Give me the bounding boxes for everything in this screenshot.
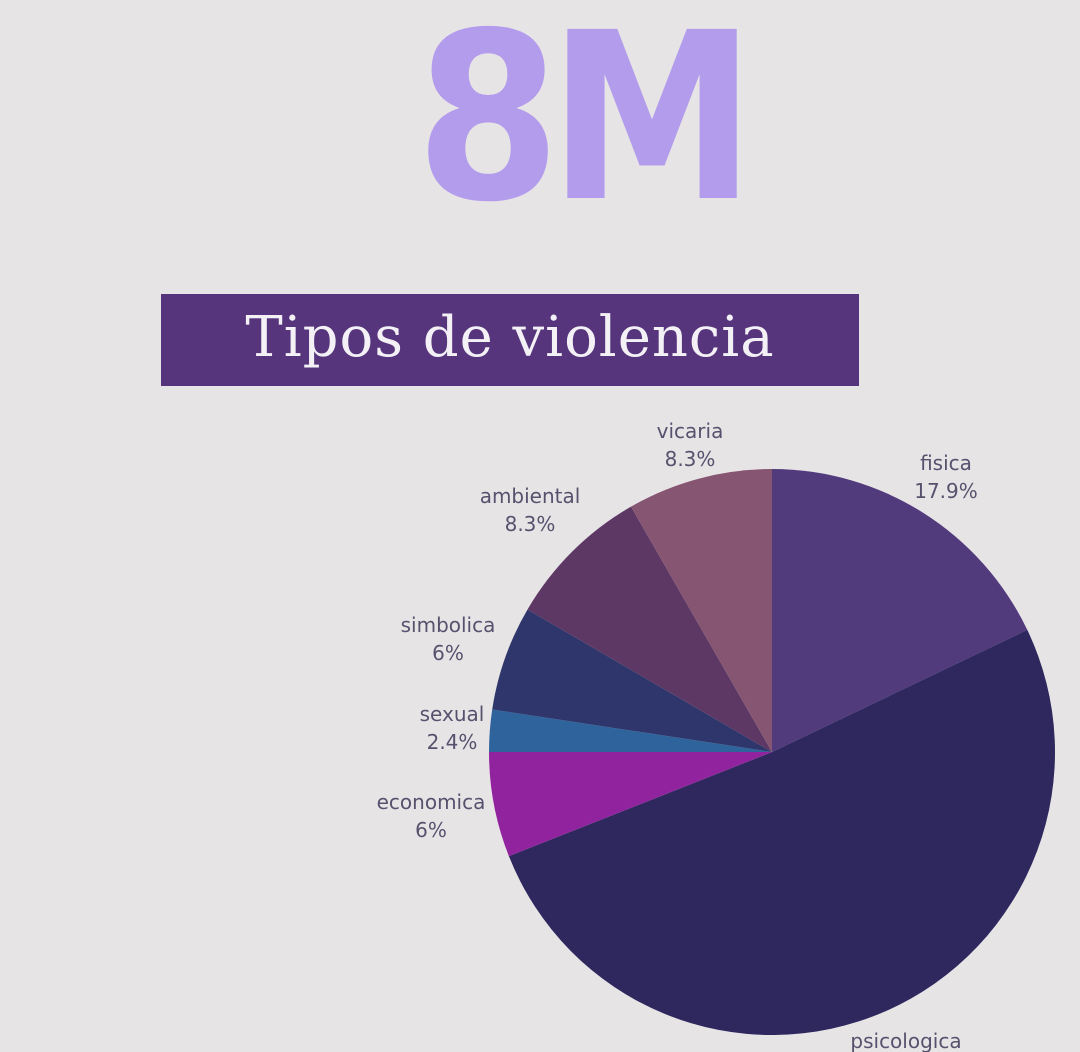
pie-slice-sexual: [489, 709, 772, 752]
slice-percent-sexual: 2.4%: [427, 730, 478, 754]
pie-slice-simbolica: [492, 609, 772, 752]
slice-percent-fisica: 17.9%: [914, 479, 978, 503]
slice-label-economica: economica: [377, 790, 486, 814]
slice-label-sexual: sexual: [420, 702, 485, 726]
title-banner: Tipos de violencia: [161, 294, 859, 386]
slice-percent-ambiental: 8.3%: [505, 512, 556, 536]
slice-label-vicaria: vicaria: [657, 419, 724, 443]
slice-label-ambiental: ambiental: [480, 484, 581, 508]
slice-label-psicologica: psicologica: [850, 1029, 961, 1052]
pie-slice-ambiental: [527, 506, 772, 752]
pie-slice-fisica: [772, 469, 1028, 752]
slice-percent-simbolica: 6%: [432, 641, 464, 665]
slice-percent-economica: 6%: [415, 818, 447, 842]
slice-label-simbolica: simbolica: [401, 613, 496, 637]
slice-percent-vicaria: 8.3%: [665, 447, 716, 471]
pie-slice-economica: [489, 752, 772, 857]
slice-label-fisica: fisica: [920, 451, 972, 475]
pie-slice-vicaria: [631, 469, 772, 752]
chart-title: Tipos de violencia: [245, 305, 775, 370]
pie-slice-psicologica: [508, 629, 1056, 1036]
